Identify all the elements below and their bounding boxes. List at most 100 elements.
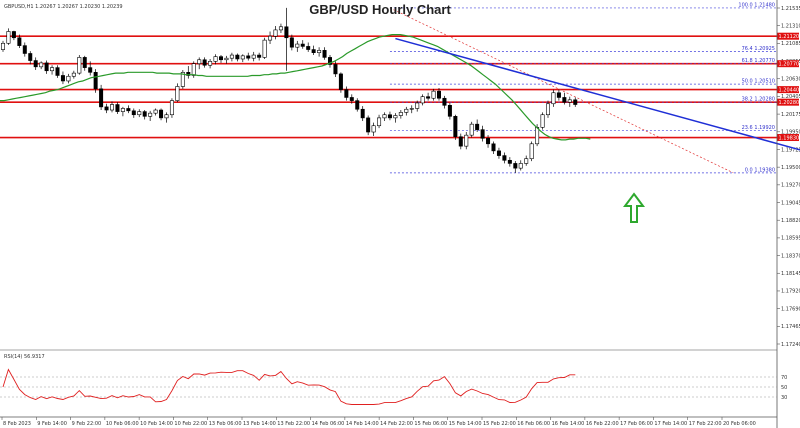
bear-candle-body bbox=[126, 108, 131, 112]
candle bbox=[431, 88, 436, 101]
time-tick-label: 9 Feb 22:00 bbox=[72, 421, 102, 427]
price-tick-label: 1.20405 bbox=[781, 94, 800, 100]
candle bbox=[71, 70, 76, 79]
candle bbox=[257, 52, 262, 61]
bull-candle-body bbox=[545, 103, 550, 116]
candle bbox=[327, 55, 332, 68]
price-tick-label: 1.18145 bbox=[781, 271, 800, 277]
bull-candle-body bbox=[540, 114, 545, 128]
bull-candle-body bbox=[278, 26, 283, 31]
price-tick-label: 1.17920 bbox=[781, 289, 800, 295]
candle bbox=[442, 95, 447, 109]
candle bbox=[246, 52, 251, 61]
bear-candle-body bbox=[573, 99, 578, 105]
bull-candle-body bbox=[382, 114, 387, 119]
bull-candle-body bbox=[524, 158, 529, 164]
bull-candle-body bbox=[213, 56, 218, 62]
candle bbox=[39, 61, 44, 70]
candle bbox=[235, 53, 240, 62]
bull-candle-body bbox=[175, 86, 180, 101]
bull-candle-body bbox=[110, 104, 115, 111]
bull-candle-body bbox=[240, 55, 245, 60]
candle bbox=[551, 89, 556, 107]
bear-candle-body bbox=[453, 116, 458, 138]
bear-candle-body bbox=[300, 43, 305, 47]
candle bbox=[524, 155, 529, 166]
candle bbox=[447, 102, 452, 120]
bear-candle-body bbox=[55, 67, 60, 76]
candle bbox=[202, 57, 207, 68]
candle bbox=[142, 110, 147, 120]
bear-candle-body bbox=[507, 159, 512, 164]
candle bbox=[55, 65, 60, 78]
time-tick-label: 14 Feb 14:00 bbox=[346, 421, 379, 427]
candle bbox=[480, 125, 485, 142]
price-tick-label: 1.19500 bbox=[781, 165, 800, 171]
bear-candle-body bbox=[235, 54, 240, 60]
bear-candle-body bbox=[11, 31, 16, 39]
candle bbox=[420, 94, 425, 106]
candle bbox=[377, 114, 382, 129]
fib-level-label: 50.0 1.20510 bbox=[742, 79, 775, 85]
candle bbox=[556, 89, 561, 101]
candle bbox=[306, 42, 311, 52]
bear-candle-body bbox=[60, 75, 65, 82]
candle bbox=[82, 55, 87, 71]
price-tick-label: 1.19270 bbox=[781, 183, 800, 189]
bear-candle-body bbox=[491, 143, 496, 152]
bull-candle-body bbox=[148, 112, 153, 117]
candle bbox=[251, 51, 256, 62]
candle bbox=[88, 61, 93, 76]
candle bbox=[213, 54, 218, 65]
bear-candle-body bbox=[513, 163, 518, 169]
bear-candle-body bbox=[496, 150, 501, 156]
bear-candle-body bbox=[366, 117, 371, 133]
bear-candle-body bbox=[17, 37, 22, 46]
candle bbox=[284, 7, 289, 71]
candle bbox=[131, 108, 136, 118]
candle bbox=[458, 133, 463, 150]
fib-level-label: 61.8 1.20770 bbox=[742, 58, 775, 64]
price-tick-label: 1.17690 bbox=[781, 306, 800, 312]
bull-candle-body bbox=[77, 57, 82, 74]
time-tick-label: 17 Feb 22:00 bbox=[689, 421, 722, 427]
time-tick-label: 13 Feb 06:00 bbox=[209, 421, 242, 427]
candle bbox=[415, 100, 420, 112]
bear-candle-body bbox=[33, 60, 38, 68]
time-tick-label: 14 Feb 06:00 bbox=[312, 421, 345, 427]
candle bbox=[464, 132, 469, 150]
bull-candle-body bbox=[180, 72, 185, 87]
bear-candle-body bbox=[22, 45, 27, 54]
bear-candle-body bbox=[99, 88, 104, 108]
time-tick-label: 15 Feb 06:00 bbox=[414, 421, 447, 427]
candle bbox=[169, 98, 174, 118]
candle bbox=[366, 115, 371, 136]
bear-candle-body bbox=[284, 26, 289, 39]
candle bbox=[387, 111, 392, 121]
bear-candle-body bbox=[486, 138, 491, 145]
candle bbox=[404, 106, 409, 116]
bull-candle-body bbox=[398, 112, 403, 116]
bull-candle-body bbox=[208, 61, 213, 66]
price-tick-label: 1.21535 bbox=[781, 6, 800, 12]
candle bbox=[349, 94, 354, 104]
candle bbox=[317, 47, 322, 57]
bull-candle-body bbox=[39, 62, 44, 68]
fib-level-label: 100.0 1.21480 bbox=[738, 2, 775, 8]
candle bbox=[126, 105, 131, 114]
bull-candle-body bbox=[71, 72, 76, 77]
level-price-label: 1.21120 bbox=[779, 34, 800, 40]
candle bbox=[0, 40, 6, 52]
candle bbox=[567, 96, 572, 107]
time-tick-label: 9 Feb 14:00 bbox=[37, 421, 67, 427]
candle bbox=[153, 108, 158, 116]
bear-candle-body bbox=[562, 97, 567, 103]
candle bbox=[240, 54, 245, 63]
bull-candle-body bbox=[191, 63, 196, 76]
candle bbox=[224, 55, 229, 64]
bear-candle-body bbox=[387, 114, 392, 119]
price-tick-label: 1.19725 bbox=[781, 147, 800, 153]
bull-candle-body bbox=[317, 50, 322, 53]
level-price-label: 1.19830 bbox=[779, 135, 800, 141]
